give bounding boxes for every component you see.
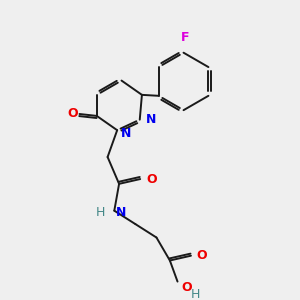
- Text: N: N: [146, 113, 156, 126]
- Text: O: O: [68, 107, 78, 121]
- Text: H: H: [191, 289, 200, 300]
- Text: H: H: [95, 206, 105, 219]
- Text: F: F: [181, 31, 190, 44]
- Text: O: O: [146, 172, 157, 186]
- Text: O: O: [197, 249, 207, 262]
- Text: O: O: [182, 281, 192, 294]
- Text: N: N: [121, 127, 131, 140]
- Text: N: N: [116, 206, 127, 219]
